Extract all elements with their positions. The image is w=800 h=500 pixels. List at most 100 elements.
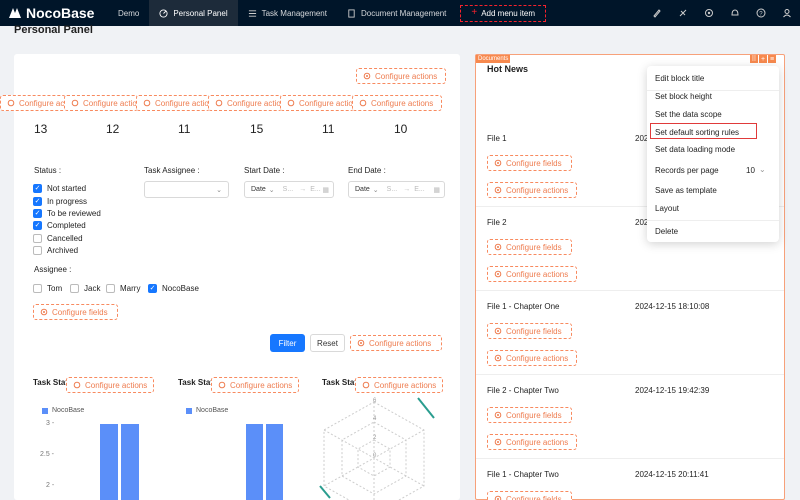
configure-fields-label: Configure fields: [506, 242, 562, 252]
stat-configure-actions-button[interactable]: Configure actions: [64, 95, 138, 111]
checkbox-label: Cancelled: [47, 234, 83, 243]
configure-actions-button[interactable]: Configure actions: [487, 350, 577, 366]
menu-item-layout[interactable]: Layout: [655, 204, 680, 213]
drag-handle-icon[interactable]: ⠿: [750, 55, 758, 63]
configure-actions-button[interactable]: Configure actions: [487, 266, 577, 282]
stat-configure-actions-button[interactable]: Configure actions: [352, 95, 442, 111]
menu-item-set-block-height[interactable]: Set block height: [655, 92, 712, 101]
checkbox-label: Tom: [47, 284, 63, 293]
status-checkbox[interactable]: Not started: [33, 184, 86, 193]
assignee-checkbox[interactable]: NocoBase: [148, 284, 199, 293]
gear-icon: [71, 99, 79, 107]
radar-tick-label: 4: [373, 416, 377, 422]
add-menu-item-button[interactable]: + Add menu item: [460, 4, 547, 22]
configure-fields-button[interactable]: Configure fields: [487, 407, 572, 423]
stat-configure-actions-button[interactable]: Configure actions: [136, 95, 210, 111]
assignee-checkbox[interactable]: Tom: [33, 284, 62, 293]
reset-button[interactable]: Reset: [310, 334, 345, 352]
status-checkbox[interactable]: Archived: [33, 246, 78, 255]
logo[interactable]: NocoBase: [8, 5, 108, 21]
stat-configure-actions-button[interactable]: Configure actions: [280, 95, 354, 111]
checkbox-label: Not started: [47, 184, 87, 193]
gear-icon: [287, 99, 295, 107]
configure-actions-button[interactable]: Configure actions: [487, 434, 577, 450]
configure-fields-button[interactable]: Configure fields: [33, 304, 118, 320]
chart-configure-actions-button[interactable]: Configure actions: [211, 377, 299, 393]
menu-item-edit-block-title[interactable]: Edit block title: [655, 74, 705, 83]
legend-label: NocoBase: [196, 407, 229, 414]
configure-actions-label: Configure actions: [230, 380, 293, 390]
help-icon[interactable]: ?: [748, 8, 774, 18]
page-scrollbar[interactable]: [788, 30, 800, 500]
menu-item-set-data-loading-mode[interactable]: Set data loading mode: [655, 145, 736, 154]
stat-configure-actions-button[interactable]: Configure actions: [208, 95, 282, 111]
arrow-right-icon: →: [299, 186, 307, 193]
date-mode-select[interactable]: Date: [355, 186, 370, 193]
stat-value: 12: [106, 122, 120, 136]
nav-item-demo[interactable]: Demo: [108, 0, 149, 26]
legend-swatch: [186, 407, 192, 414]
stat-value: 11: [178, 122, 191, 136]
checkbox-label: Jack: [84, 284, 101, 293]
radar-tick-label: 6: [373, 398, 377, 404]
chart-title: Task Stat: [178, 378, 213, 387]
nav-item-task-management[interactable]: Task Management: [238, 0, 337, 26]
gear-icon[interactable]: [696, 8, 722, 18]
nav-item-personal-panel[interactable]: Personal Panel: [149, 0, 238, 26]
user-icon[interactable]: [774, 8, 800, 18]
chart-configure-actions-button[interactable]: Configure actions: [355, 377, 443, 393]
status-checkbox[interactable]: Cancelled: [33, 234, 83, 243]
nav-item-label: Task Management: [261, 8, 327, 18]
radar-chart: [319, 397, 435, 500]
menu-item-set-data-scope[interactable]: Set the data scope: [655, 110, 722, 119]
dashboard-icon: [159, 8, 168, 18]
nav-item-document-management[interactable]: Document Management: [337, 0, 456, 26]
range-start-input[interactable]: S...: [386, 186, 398, 193]
paint-brush-icon[interactable]: [644, 8, 670, 18]
range-start-input[interactable]: S...: [282, 186, 294, 193]
date-mode-select[interactable]: Date: [251, 186, 266, 193]
status-checkbox[interactable]: In progress: [33, 197, 87, 206]
bell-icon[interactable]: [722, 8, 748, 18]
configure-fields-button[interactable]: Configure fields: [487, 239, 572, 255]
gear-icon: [357, 339, 365, 347]
assignee-checkbox[interactable]: Marry: [106, 284, 140, 293]
start-date-range-picker[interactable]: Date ⌄ S... → E... ▦: [244, 181, 334, 198]
chart-configure-actions-button[interactable]: Configure actions: [66, 377, 154, 393]
configure-fields-button[interactable]: Configure fields: [487, 155, 572, 171]
menu-icon[interactable]: ≡: [768, 55, 776, 63]
configure-actions-label: Configure actions: [506, 269, 569, 279]
menu-item-save-as-template[interactable]: Save as template: [655, 186, 717, 195]
configure-actions-button[interactable]: Configure actions: [487, 182, 577, 198]
assignee-checkbox[interactable]: Jack: [70, 284, 100, 293]
configure-fields-button[interactable]: Configure fields: [487, 323, 572, 339]
end-date-range-picker[interactable]: Date ⌄ S... → E... ▦: [348, 181, 445, 198]
file-date: 2024: [635, 218, 653, 227]
checkbox-label: To be reviewed: [47, 209, 101, 218]
records-per-page-value[interactable]: 10: [746, 166, 755, 175]
add-icon[interactable]: +: [759, 55, 767, 63]
chart-legend: NocoBase: [42, 407, 84, 414]
range-end-input[interactable]: E...: [310, 186, 321, 193]
menu-item-delete[interactable]: Delete: [655, 227, 679, 236]
status-checkbox[interactable]: To be reviewed: [33, 209, 101, 218]
gear-icon: [40, 308, 48, 316]
chevron-down-icon: ⌄: [759, 165, 766, 174]
menu-divider: [647, 220, 779, 221]
range-end-input[interactable]: E...: [414, 186, 425, 193]
status-checkbox[interactable]: Completed: [33, 221, 86, 230]
stat-configure-actions-button[interactable]: Configure actions: [0, 95, 66, 111]
plugin-icon[interactable]: [670, 8, 696, 18]
configure-actions-button[interactable]: Configure actions: [350, 335, 442, 351]
menu-item-set-default-sorting-rules[interactable]: Set default sorting rules: [655, 128, 740, 137]
gear-icon: [73, 381, 81, 389]
task-assignee-label: Task Assignee :: [144, 166, 200, 175]
legend-label: NocoBase: [52, 407, 85, 414]
task-assignee-select[interactable]: ⌄: [144, 181, 229, 198]
configure-actions-label: Configure actions: [374, 380, 437, 390]
configure-actions-button[interactable]: Configure actions: [356, 68, 446, 84]
menu-item-records-per-page[interactable]: Records per page: [655, 166, 719, 175]
filter-button[interactable]: Filter: [270, 334, 305, 352]
configure-fields-button[interactable]: Configure fields: [487, 491, 572, 500]
file-icon: [348, 8, 355, 18]
